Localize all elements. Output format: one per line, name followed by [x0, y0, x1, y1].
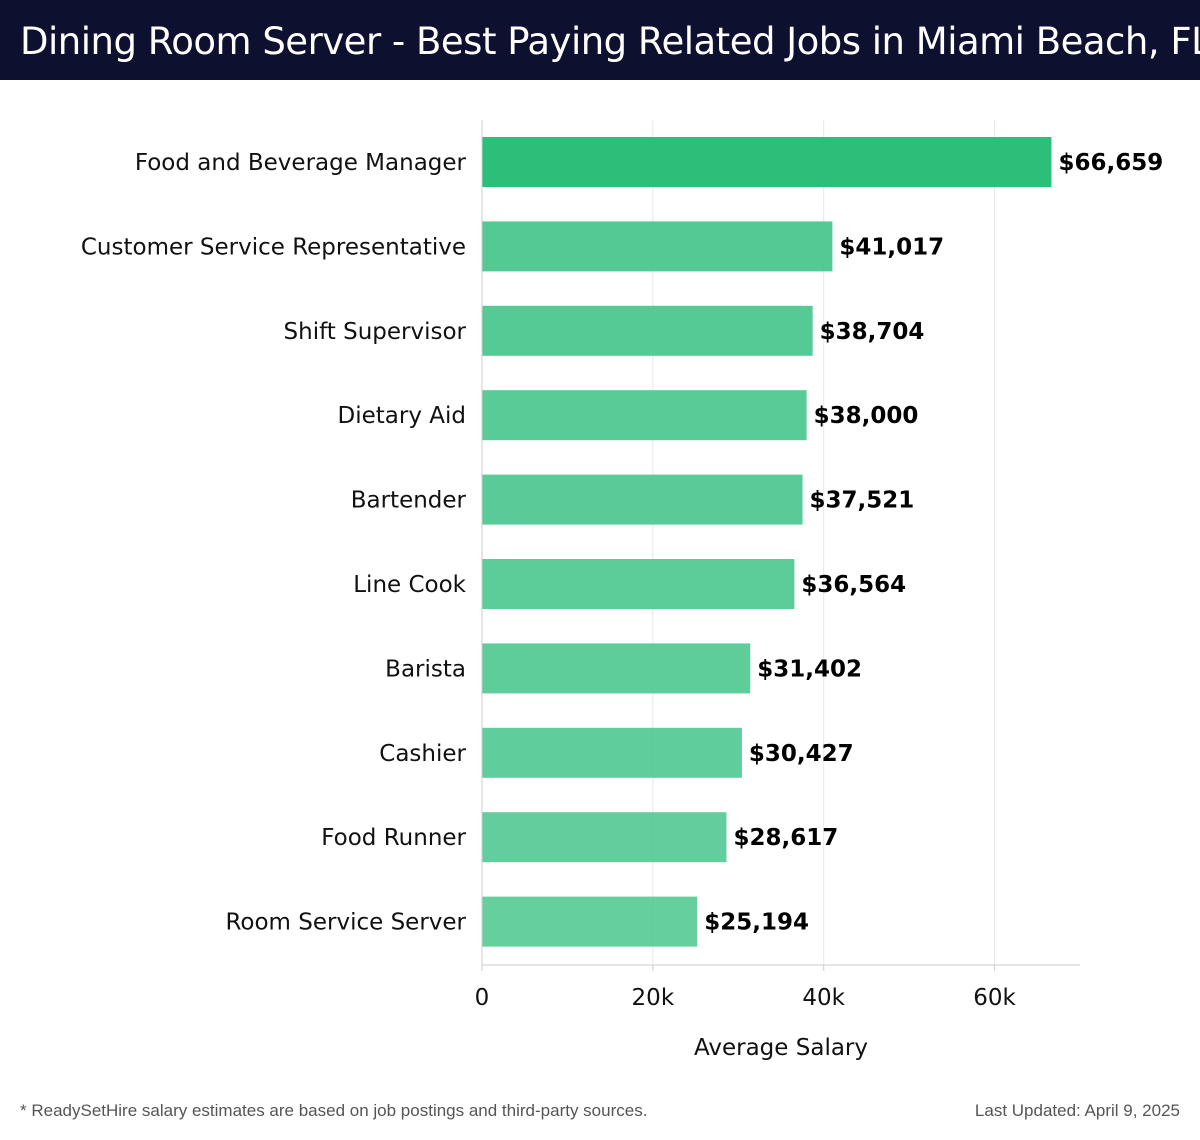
bar [482, 474, 803, 525]
category-label: Bartender [351, 488, 467, 514]
category-label: Cashier [379, 741, 466, 767]
x-tick-label: 0 [475, 985, 490, 1011]
title-bar: Dining Room Server - Best Paying Related… [0, 0, 1200, 80]
category-label: Shift Supervisor [284, 319, 467, 345]
value-label: $37,521 [810, 488, 915, 514]
bar-chart: Food and Beverage Manager $66,659 Customer… [81, 120, 1163, 1061]
bar [482, 727, 742, 778]
axis-layer: 0 20k 40k 60k Average Salary [475, 120, 1080, 1061]
bar-layer [482, 137, 1052, 947]
value-label: $25,194 [704, 910, 809, 936]
category-label: Food Runner [321, 825, 466, 851]
value-label: $66,659 [1058, 150, 1163, 176]
bar [482, 643, 751, 694]
x-tick-label: 20k [632, 985, 675, 1011]
category-label: Line Cook [353, 572, 466, 598]
value-label: $36,564 [801, 572, 906, 598]
bar [482, 221, 833, 272]
category-label: Customer Service Representative [81, 234, 466, 260]
x-axis-title: Average Salary [694, 1035, 868, 1061]
footnote: * ReadySetHire salary estimates are base… [20, 1101, 648, 1120]
bar [482, 559, 795, 609]
category-label: Barista [385, 656, 466, 682]
value-label: $30,427 [749, 741, 854, 767]
last-updated: Last Updated: April 9, 2025 [974, 1101, 1180, 1120]
bar [482, 390, 807, 441]
x-tick-label: 60k [973, 985, 1016, 1011]
x-tick-label: 40k [802, 985, 845, 1011]
value-label: $28,617 [733, 825, 838, 851]
value-label: $31,402 [757, 656, 862, 682]
bar [482, 812, 727, 863]
value-label: $38,704 [820, 319, 925, 345]
bar [482, 305, 813, 356]
value-label: $38,000 [814, 403, 919, 429]
category-label: Dietary Aid [338, 403, 466, 429]
value-label: $41,017 [839, 234, 944, 260]
bar [482, 896, 698, 947]
bar [482, 137, 1052, 187]
chart-title: Dining Room Server - Best Paying Related… [20, 20, 1200, 63]
category-label: Food and Beverage Manager [135, 150, 467, 176]
label-layer: Food and Beverage Manager $66,659 Customer… [81, 150, 1163, 936]
category-label: Room Service Server [225, 910, 466, 936]
